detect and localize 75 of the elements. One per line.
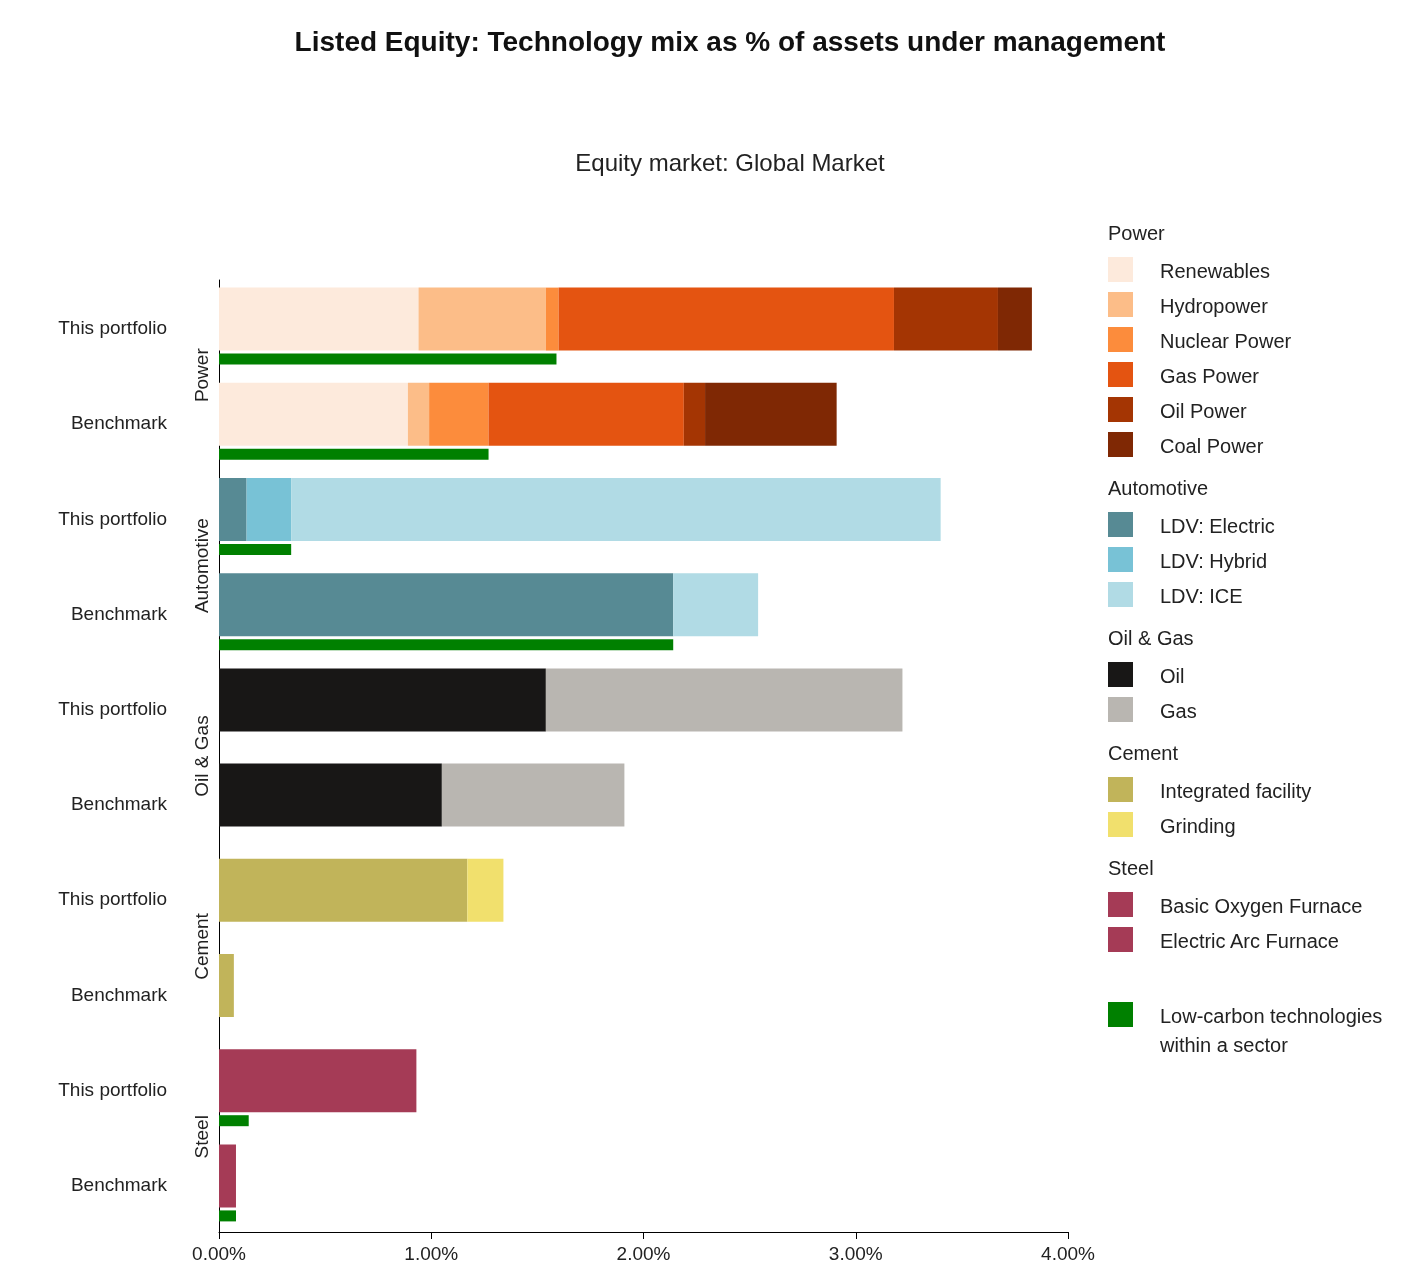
x-tick-label: 2.00% [616, 1243, 671, 1264]
legend-label: Basic Oxygen Furnace [1160, 894, 1364, 919]
text: Oil & Gas [1108, 627, 1194, 649]
bar [219, 1210, 236, 1222]
bar [893, 287, 998, 351]
legend-label: Electric Arc Furnace [1160, 929, 1340, 954]
legend-label: LDV: Electric [1160, 514, 1276, 539]
bar [291, 478, 941, 541]
bar [997, 287, 1032, 351]
text: Automotive [1108, 477, 1209, 499]
bar [488, 382, 684, 446]
legend-label: Gas Power [1160, 364, 1260, 389]
legend-label: Gas [1160, 699, 1198, 724]
legend-label: Hydropower [1160, 294, 1269, 319]
text: Steel [1108, 857, 1154, 879]
y-tick-label: This portfolio [58, 888, 167, 910]
bar [558, 287, 894, 351]
legend-label: Low-carbon technologies within a sector [1160, 1004, 1384, 1058]
bar [219, 1144, 236, 1208]
bar [545, 287, 559, 351]
y-tick-label: Benchmark [70, 602, 168, 624]
bar [441, 763, 625, 827]
x-tick-label: 4.00% [1041, 1243, 1096, 1264]
text: Cement [190, 912, 212, 980]
bar [219, 287, 419, 351]
text: Steel [190, 1115, 212, 1159]
bar [219, 668, 546, 732]
bar [705, 382, 837, 446]
bar [407, 382, 430, 446]
legend-label: Renewables [1160, 259, 1272, 284]
legend-label: LDV: Hybrid [1160, 549, 1269, 574]
text: Oil & Gas [190, 715, 212, 797]
bar [219, 382, 408, 446]
bar [219, 954, 234, 1017]
bar [683, 382, 706, 446]
bar [429, 382, 489, 446]
bar [545, 668, 903, 732]
x-tick-label: 0.00% [192, 1243, 247, 1264]
bar [219, 573, 674, 637]
bar [219, 478, 247, 541]
legend-label: Grinding [1160, 814, 1237, 839]
y-tick-label: This portfolio [58, 507, 167, 529]
text: Automotive [190, 518, 212, 614]
legend-label: Oil [1160, 664, 1186, 689]
legend-label: Coal Power [1160, 434, 1265, 459]
bar [467, 858, 504, 922]
text: Cement [1108, 742, 1179, 764]
chart-subtitle: Equity market: Global Market [575, 148, 886, 176]
y-tick-label: Benchmark [70, 1173, 168, 1195]
text: Power [1108, 222, 1165, 244]
bar [219, 448, 489, 460]
y-tick-label: This portfolio [58, 697, 167, 719]
bar [219, 639, 674, 651]
legend-label: Nuclear Power [1160, 329, 1293, 354]
chart-title: Listed Equity: Technology mix as % of assets under management [294, 25, 1166, 57]
x-tick-label: 1.00% [404, 1243, 459, 1264]
legend-label: LDV: ICE [1160, 584, 1244, 609]
bar [219, 544, 292, 555]
bar [418, 287, 546, 351]
legend-label: Integrated facility [1160, 779, 1313, 804]
bar [219, 763, 442, 827]
y-tick-label: This portfolio [58, 317, 167, 339]
x-tick-label: 3.00% [828, 1243, 883, 1264]
y-tick-label: Benchmark [70, 983, 168, 1005]
bar [219, 1115, 249, 1127]
y-tick-label: This portfolio [58, 1078, 167, 1100]
bar [219, 858, 468, 922]
bar [219, 353, 557, 365]
bar [246, 478, 292, 541]
y-tick-label: Benchmark [70, 412, 168, 434]
text: Power [190, 347, 212, 403]
bar [219, 1049, 417, 1113]
legend-label: Oil Power [1160, 399, 1248, 424]
bar [673, 573, 759, 637]
y-tick-label: Benchmark [70, 793, 168, 815]
